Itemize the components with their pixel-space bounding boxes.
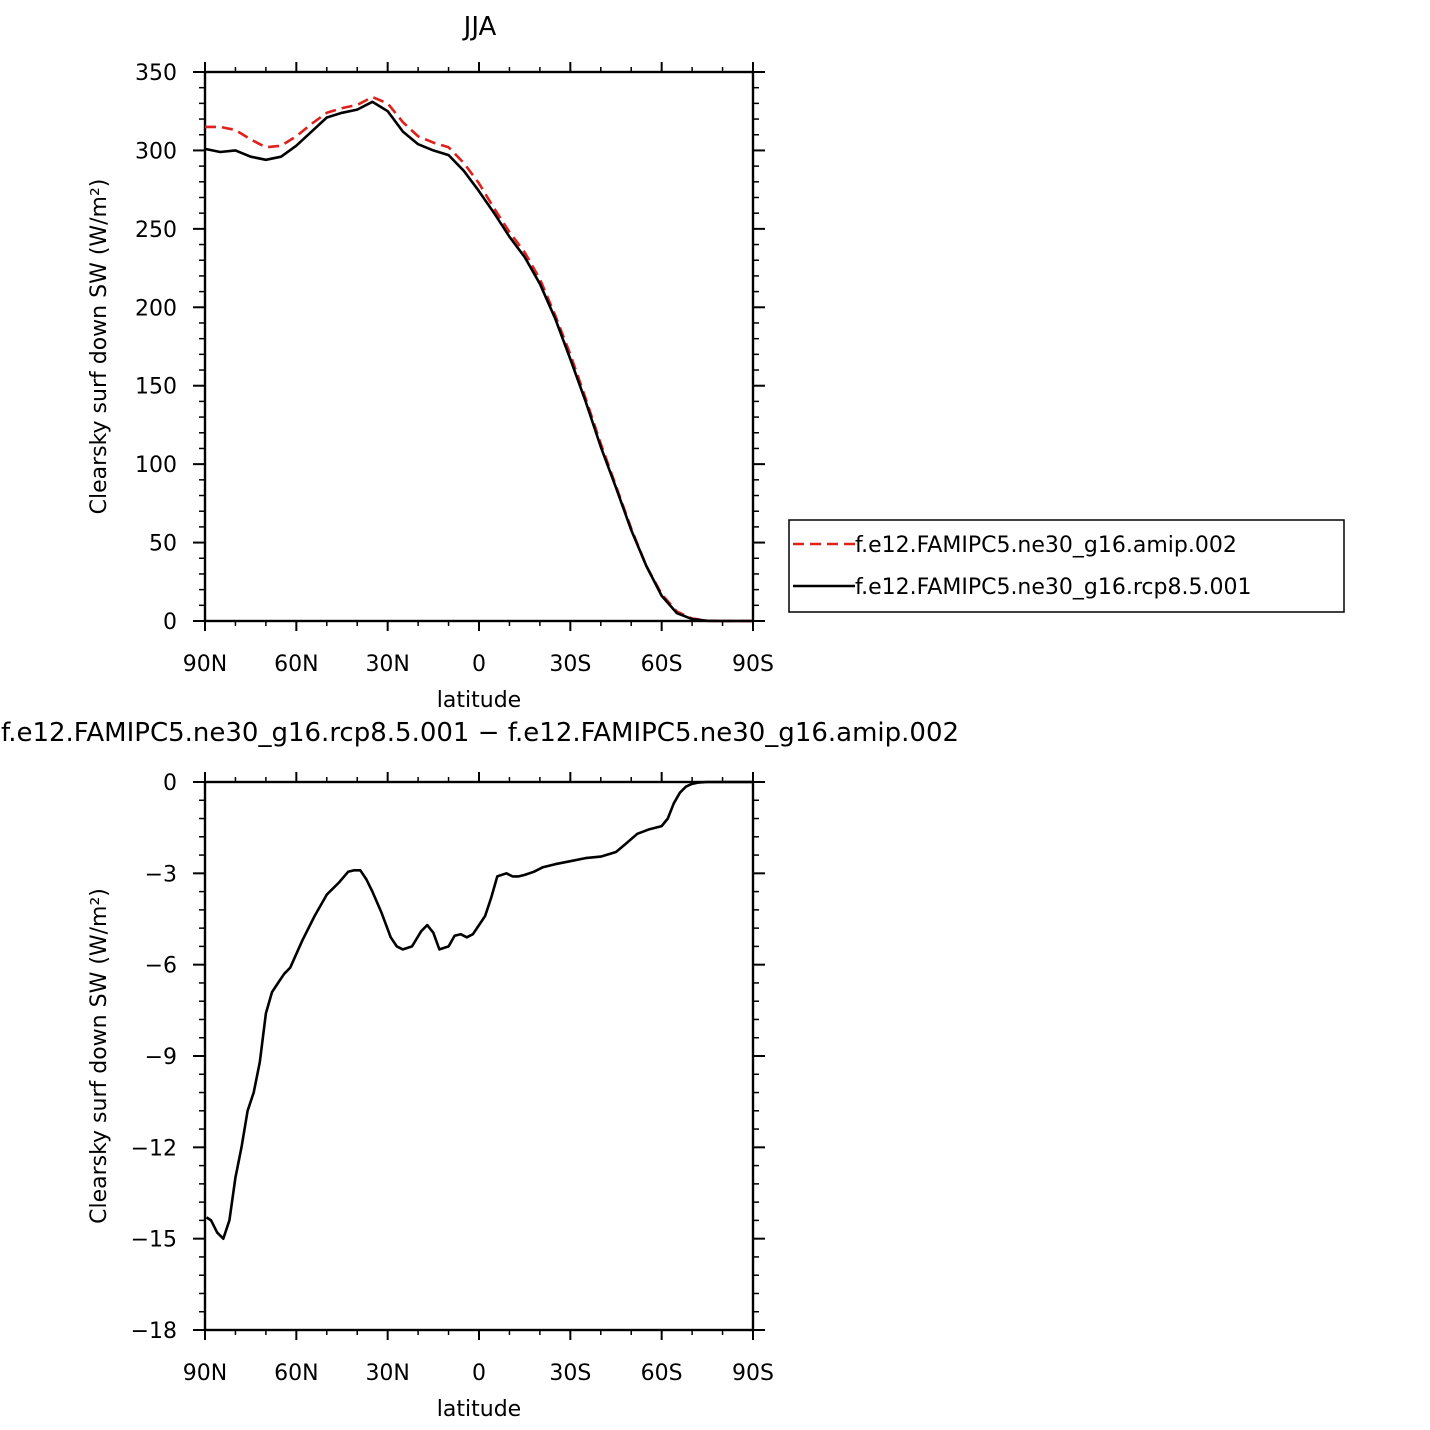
legend: f.e12.FAMIPC5.ne30_g16.amip.002 f.e12.FAM… bbox=[788, 519, 1345, 613]
y-tick-label: −15 bbox=[131, 1228, 177, 1253]
chart-panel-1: JJA 90N 60N 30N 0 30S 60S 90S 0 50 100 150 200 250 300… bbox=[87, 12, 1345, 713]
y-tick-label: −6 bbox=[145, 954, 177, 979]
x-tick-label: 30S bbox=[549, 652, 591, 677]
series-line-1 bbox=[205, 780, 753, 1240]
y-tick-label: −12 bbox=[131, 1136, 177, 1161]
legend-box bbox=[788, 519, 1345, 613]
x-tick-label: 60N bbox=[274, 652, 318, 677]
legend-label-1: f.e12.FAMIPC5.ne30_g16.amip.002 bbox=[855, 533, 1237, 558]
x-tick-label: 0 bbox=[472, 652, 486, 677]
x-tick-label: 90N bbox=[183, 1361, 227, 1386]
y-axis-label: Clearsky surf down SW (W/m²) bbox=[87, 888, 112, 1224]
x-tick-label: 60S bbox=[641, 1361, 683, 1386]
x-tick-label: 60S bbox=[641, 652, 683, 677]
y-axis-label: Clearsky surf down SW (W/m²) bbox=[87, 179, 112, 515]
x-tick-label: 60N bbox=[274, 1361, 318, 1386]
x-tick-label: 90N bbox=[183, 652, 227, 677]
chart-panel-2: f.e12.FAMIPC5.ne30_g16.rcp8.5.001 − f.e1… bbox=[1, 718, 959, 1422]
x-tick-label: 90S bbox=[732, 652, 774, 677]
y-tick-label: −18 bbox=[131, 1319, 177, 1344]
x-tick-label: 30S bbox=[549, 1361, 591, 1386]
y-tick-label: −3 bbox=[145, 862, 177, 887]
y-tick-label: 150 bbox=[135, 375, 177, 400]
y-tick-label: 300 bbox=[135, 139, 177, 164]
x-axis-label: latitude bbox=[437, 688, 521, 713]
y-tick-label: 0 bbox=[163, 610, 177, 635]
series-line-2 bbox=[204, 100, 753, 623]
y-tick-label: −9 bbox=[145, 1045, 177, 1070]
x-axis-label: latitude bbox=[437, 1397, 521, 1422]
series-line-1 bbox=[205, 95, 753, 623]
x-tick-label: 30N bbox=[365, 652, 409, 677]
x-tick-label: 90S bbox=[732, 1361, 774, 1386]
y-tick-label: 50 bbox=[149, 532, 177, 557]
chart-title: f.e12.FAMIPC5.ne30_g16.rcp8.5.001 − f.e1… bbox=[1, 718, 959, 748]
y-tick-label: 250 bbox=[135, 218, 177, 243]
y-tick-label: 0 bbox=[163, 771, 177, 796]
x-tick-label: 0 bbox=[472, 1361, 486, 1386]
legend-label-2: f.e12.FAMIPC5.ne30_g16.rcp8.5.001 bbox=[855, 575, 1251, 600]
x-tick-label: 30N bbox=[365, 1361, 409, 1386]
y-tick-label: 100 bbox=[135, 453, 177, 478]
y-tick-label: 200 bbox=[135, 296, 177, 321]
y-tick-label: 350 bbox=[135, 61, 177, 86]
plot-frame bbox=[203, 780, 755, 1332]
plot-frame bbox=[203, 70, 755, 623]
chart-title: JJA bbox=[462, 12, 497, 42]
